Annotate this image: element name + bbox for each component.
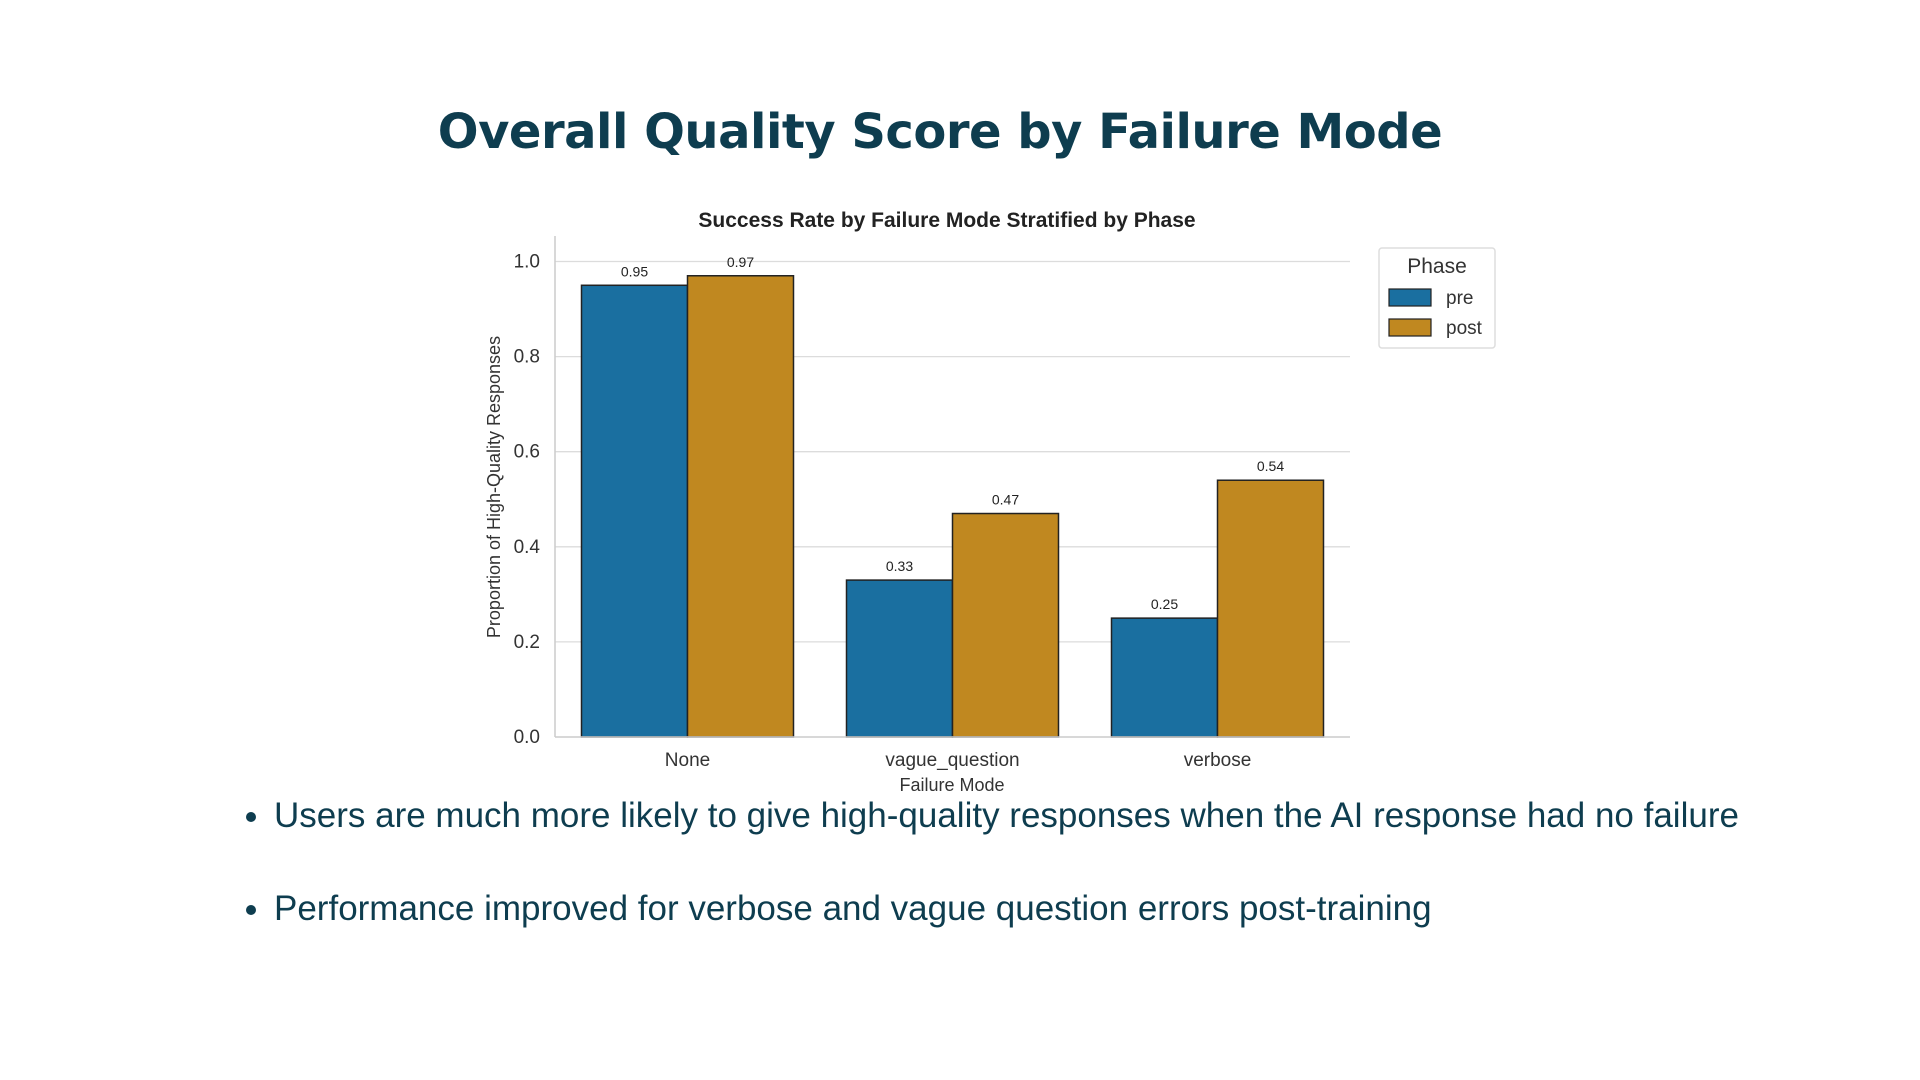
x-tick-label: vague_question (885, 750, 1019, 771)
y-tick-label: 0.4 (514, 537, 541, 558)
y-tick-label: 1.0 (514, 252, 540, 273)
bar-pre (1110, 617, 1219, 738)
takeaway-item: Users are much more likely to give high-… (244, 796, 1739, 836)
y-tick-label: 0.0 (514, 727, 540, 748)
x-axis-label: Failure Mode (899, 775, 1004, 795)
bullet-dot-icon (246, 905, 256, 915)
data-label: 0.54 (1257, 458, 1284, 474)
data-label: 0.33 (886, 558, 913, 574)
bar-post (1216, 479, 1325, 738)
bar-pre (580, 284, 689, 738)
legend-title: Phase (1407, 255, 1467, 278)
legend-label-post: post (1446, 318, 1483, 339)
bar-post (686, 275, 795, 738)
takeaway-text: Performance improved for verbose and vag… (274, 889, 1432, 928)
bars (580, 275, 1325, 738)
x-tick-label: None (665, 750, 710, 771)
y-axis-label: Proportion of High-Quality Responses (484, 336, 504, 638)
slide-title: Overall Quality Score by Failure Mode (437, 104, 1443, 160)
takeaway-item: Performance improved for verbose and vag… (244, 889, 1739, 929)
legend-swatch-post (1388, 318, 1432, 337)
bar-pre (845, 579, 954, 738)
legend-label-pre: pre (1446, 288, 1473, 309)
y-tick-label: 0.8 (514, 347, 540, 368)
data-label: 0.47 (992, 492, 1019, 508)
takeaway-text: Users are much more likely to give high-… (274, 796, 1739, 835)
data-label: 0.25 (1151, 596, 1178, 612)
legend: Phase pre post (1378, 247, 1496, 349)
y-tick-label: 0.2 (514, 632, 540, 653)
y-tick-labels: 0.0 0.2 0.4 0.6 0.8 1.0 (514, 252, 541, 749)
bullet-dot-icon (246, 812, 256, 822)
bar-chart: Success Rate by Failure Mode Stratified … (484, 209, 1496, 795)
bar-post (951, 512, 1060, 738)
x-tick-label: verbose (1184, 750, 1252, 771)
y-tick-label: 0.6 (514, 442, 540, 463)
data-labels: 0.95 0.97 0.33 0.47 0.25 0.54 (621, 254, 1284, 612)
takeaway-list: Users are much more likely to give high-… (244, 796, 1739, 982)
data-label: 0.97 (727, 254, 754, 270)
chart-title: Success Rate by Failure Mode Stratified … (698, 209, 1195, 232)
data-label: 0.95 (621, 263, 648, 279)
x-tick-labels: None vague_question verbose (665, 750, 1252, 771)
legend-swatch-pre (1388, 288, 1432, 307)
